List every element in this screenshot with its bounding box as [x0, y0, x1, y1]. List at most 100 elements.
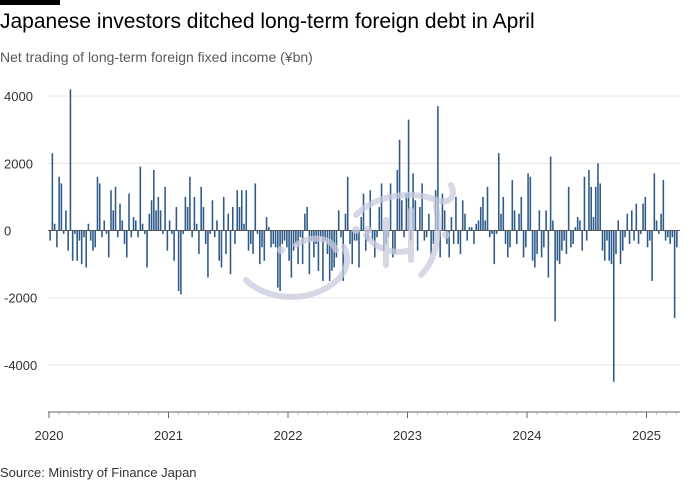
bar: [558, 230, 561, 265]
bar: [60, 183, 63, 231]
bar: [272, 230, 275, 244]
bar: [92, 230, 94, 251]
bar: [392, 230, 394, 258]
bar: [653, 173, 656, 231]
source-note: Source: Ministry of Finance Japan: [0, 465, 197, 480]
bar: [669, 230, 671, 244]
bar: [96, 176, 99, 231]
bar: [195, 223, 198, 231]
bar: [153, 170, 155, 231]
bar: [516, 230, 518, 244]
bar: [513, 210, 516, 231]
bar: [254, 183, 257, 231]
bar: [351, 230, 354, 265]
bar: [549, 156, 552, 231]
bar: [236, 190, 239, 231]
bar: [459, 230, 462, 255]
bar: [202, 206, 205, 231]
bar: [644, 196, 647, 231]
bar: [238, 206, 241, 231]
bar: [204, 230, 207, 244]
bar: [148, 213, 151, 231]
bar: [529, 176, 532, 231]
bar: [473, 230, 475, 244]
bar: [189, 176, 191, 231]
bar: [601, 230, 604, 251]
bar: [324, 230, 326, 241]
bar: [479, 206, 482, 231]
bar: [461, 200, 464, 231]
bar: [265, 217, 268, 231]
bar: [94, 230, 97, 248]
x-tick-label: 2023: [393, 428, 422, 443]
bar: [211, 200, 214, 231]
bar: [146, 230, 148, 268]
bar: [171, 230, 173, 234]
bar: [570, 230, 572, 248]
bar: [295, 230, 297, 244]
bar: [110, 190, 112, 231]
bar: [398, 139, 401, 231]
bar: [590, 186, 592, 231]
bar: [450, 217, 453, 231]
bar: [342, 230, 344, 281]
bar: [495, 230, 498, 234]
bar: [67, 230, 69, 251]
bar: [137, 230, 139, 238]
bar: [281, 230, 284, 244]
bar: [567, 186, 570, 231]
bar: [184, 196, 187, 231]
bar: [263, 230, 266, 261]
bar: [310, 230, 313, 241]
bar: [328, 230, 331, 281]
bar: [617, 220, 620, 231]
y-axis-labels: 4000 2000 0 -2000 -4000: [4, 89, 37, 373]
bar: [608, 230, 611, 261]
bar: [556, 230, 559, 261]
bar: [477, 220, 480, 231]
bar: [175, 206, 178, 231]
bar: [186, 206, 189, 231]
bar: [484, 220, 487, 231]
bar: [619, 230, 622, 265]
bar: [51, 153, 54, 231]
bar: [452, 230, 455, 244]
bar: [245, 190, 248, 231]
bar: [407, 119, 410, 231]
bar: [425, 230, 428, 238]
bar: [180, 230, 182, 295]
chart-subtitle: Net trading of long-term foreign fixed i…: [0, 49, 313, 65]
bar: [125, 230, 128, 258]
x-tick-label: 2024: [513, 428, 542, 443]
y-tick-label: -2000: [4, 291, 37, 306]
bar: [660, 213, 662, 231]
bar: [488, 230, 491, 238]
bar: [448, 230, 450, 258]
x-axis: 2020 2021 2022 2023 2024 2025: [35, 411, 680, 443]
bar: [502, 196, 505, 231]
bar: [419, 206, 421, 231]
watermark-logo: [243, 182, 456, 300]
bar: [416, 230, 419, 251]
bar: [144, 230, 146, 234]
bar: [401, 200, 403, 231]
bar: [389, 183, 392, 231]
bar: [69, 89, 72, 231]
bar: [157, 196, 160, 231]
bar: [268, 227, 270, 231]
bar: [439, 230, 441, 258]
bar: [497, 153, 500, 231]
bar: [56, 230, 58, 248]
bar: [572, 230, 574, 244]
bar: [288, 230, 290, 261]
bar: [155, 210, 157, 231]
bar: [536, 230, 538, 255]
bar: [319, 230, 322, 238]
bar: [290, 230, 293, 278]
bar: [344, 213, 347, 231]
bar: [394, 230, 396, 255]
bar: [116, 230, 119, 238]
bar: [500, 213, 502, 231]
chart-title: Japanese investors ditched long-term for…: [0, 10, 535, 33]
bar: [455, 196, 457, 231]
